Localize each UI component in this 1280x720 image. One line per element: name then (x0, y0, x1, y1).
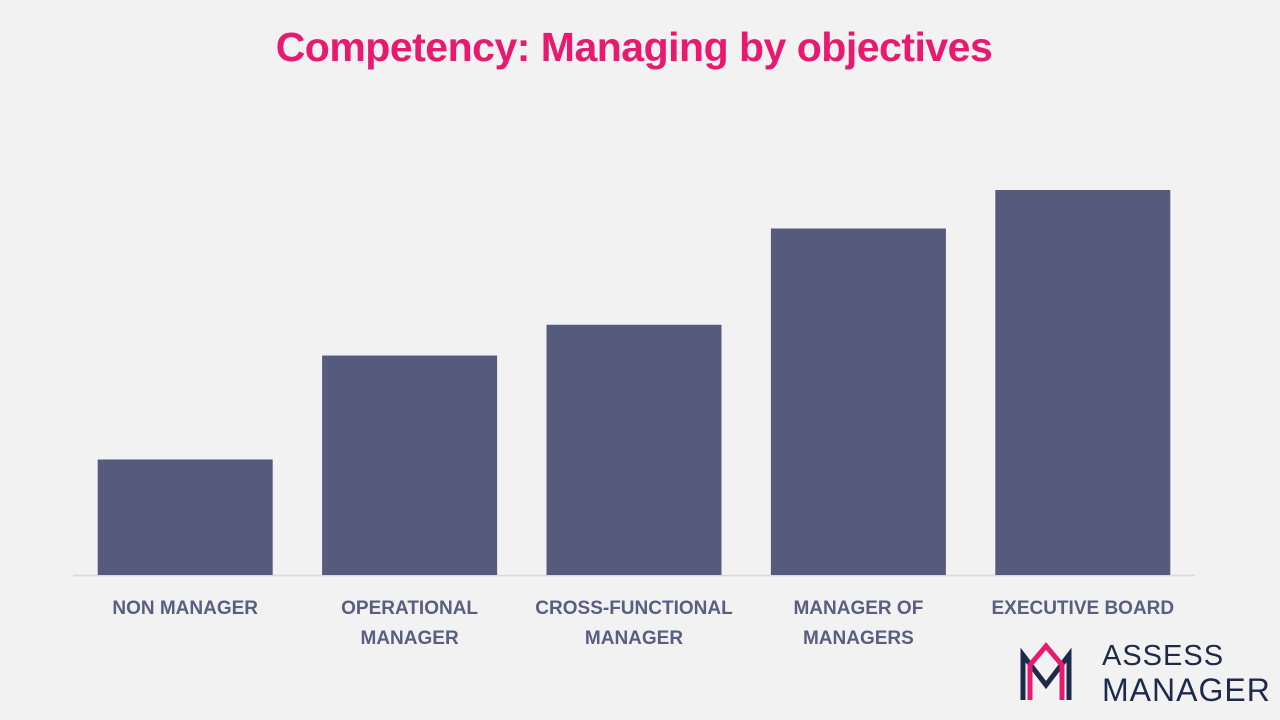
bar (770, 228, 946, 575)
logo-mark (1020, 642, 1072, 700)
x-tick-label: NON MANAGER (112, 598, 259, 619)
bar (995, 190, 1171, 575)
x-tick-label: EXECUTIVE BOARD (991, 598, 1175, 619)
bar (97, 459, 273, 575)
logo-text: ASSESS (1102, 640, 1225, 672)
x-tick-label: CROSS-FUNCTIONAL MANAGER (535, 598, 733, 649)
chart-title: Competency: Managing by objectives (275, 24, 993, 70)
x-tick-label: OPERATIONAL MANAGER (341, 598, 479, 649)
bar (322, 355, 498, 575)
x-tick-label: MANAGER OF MANAGERS (793, 598, 924, 649)
logo-text: MANAGER (1102, 672, 1271, 708)
bar (546, 324, 722, 575)
